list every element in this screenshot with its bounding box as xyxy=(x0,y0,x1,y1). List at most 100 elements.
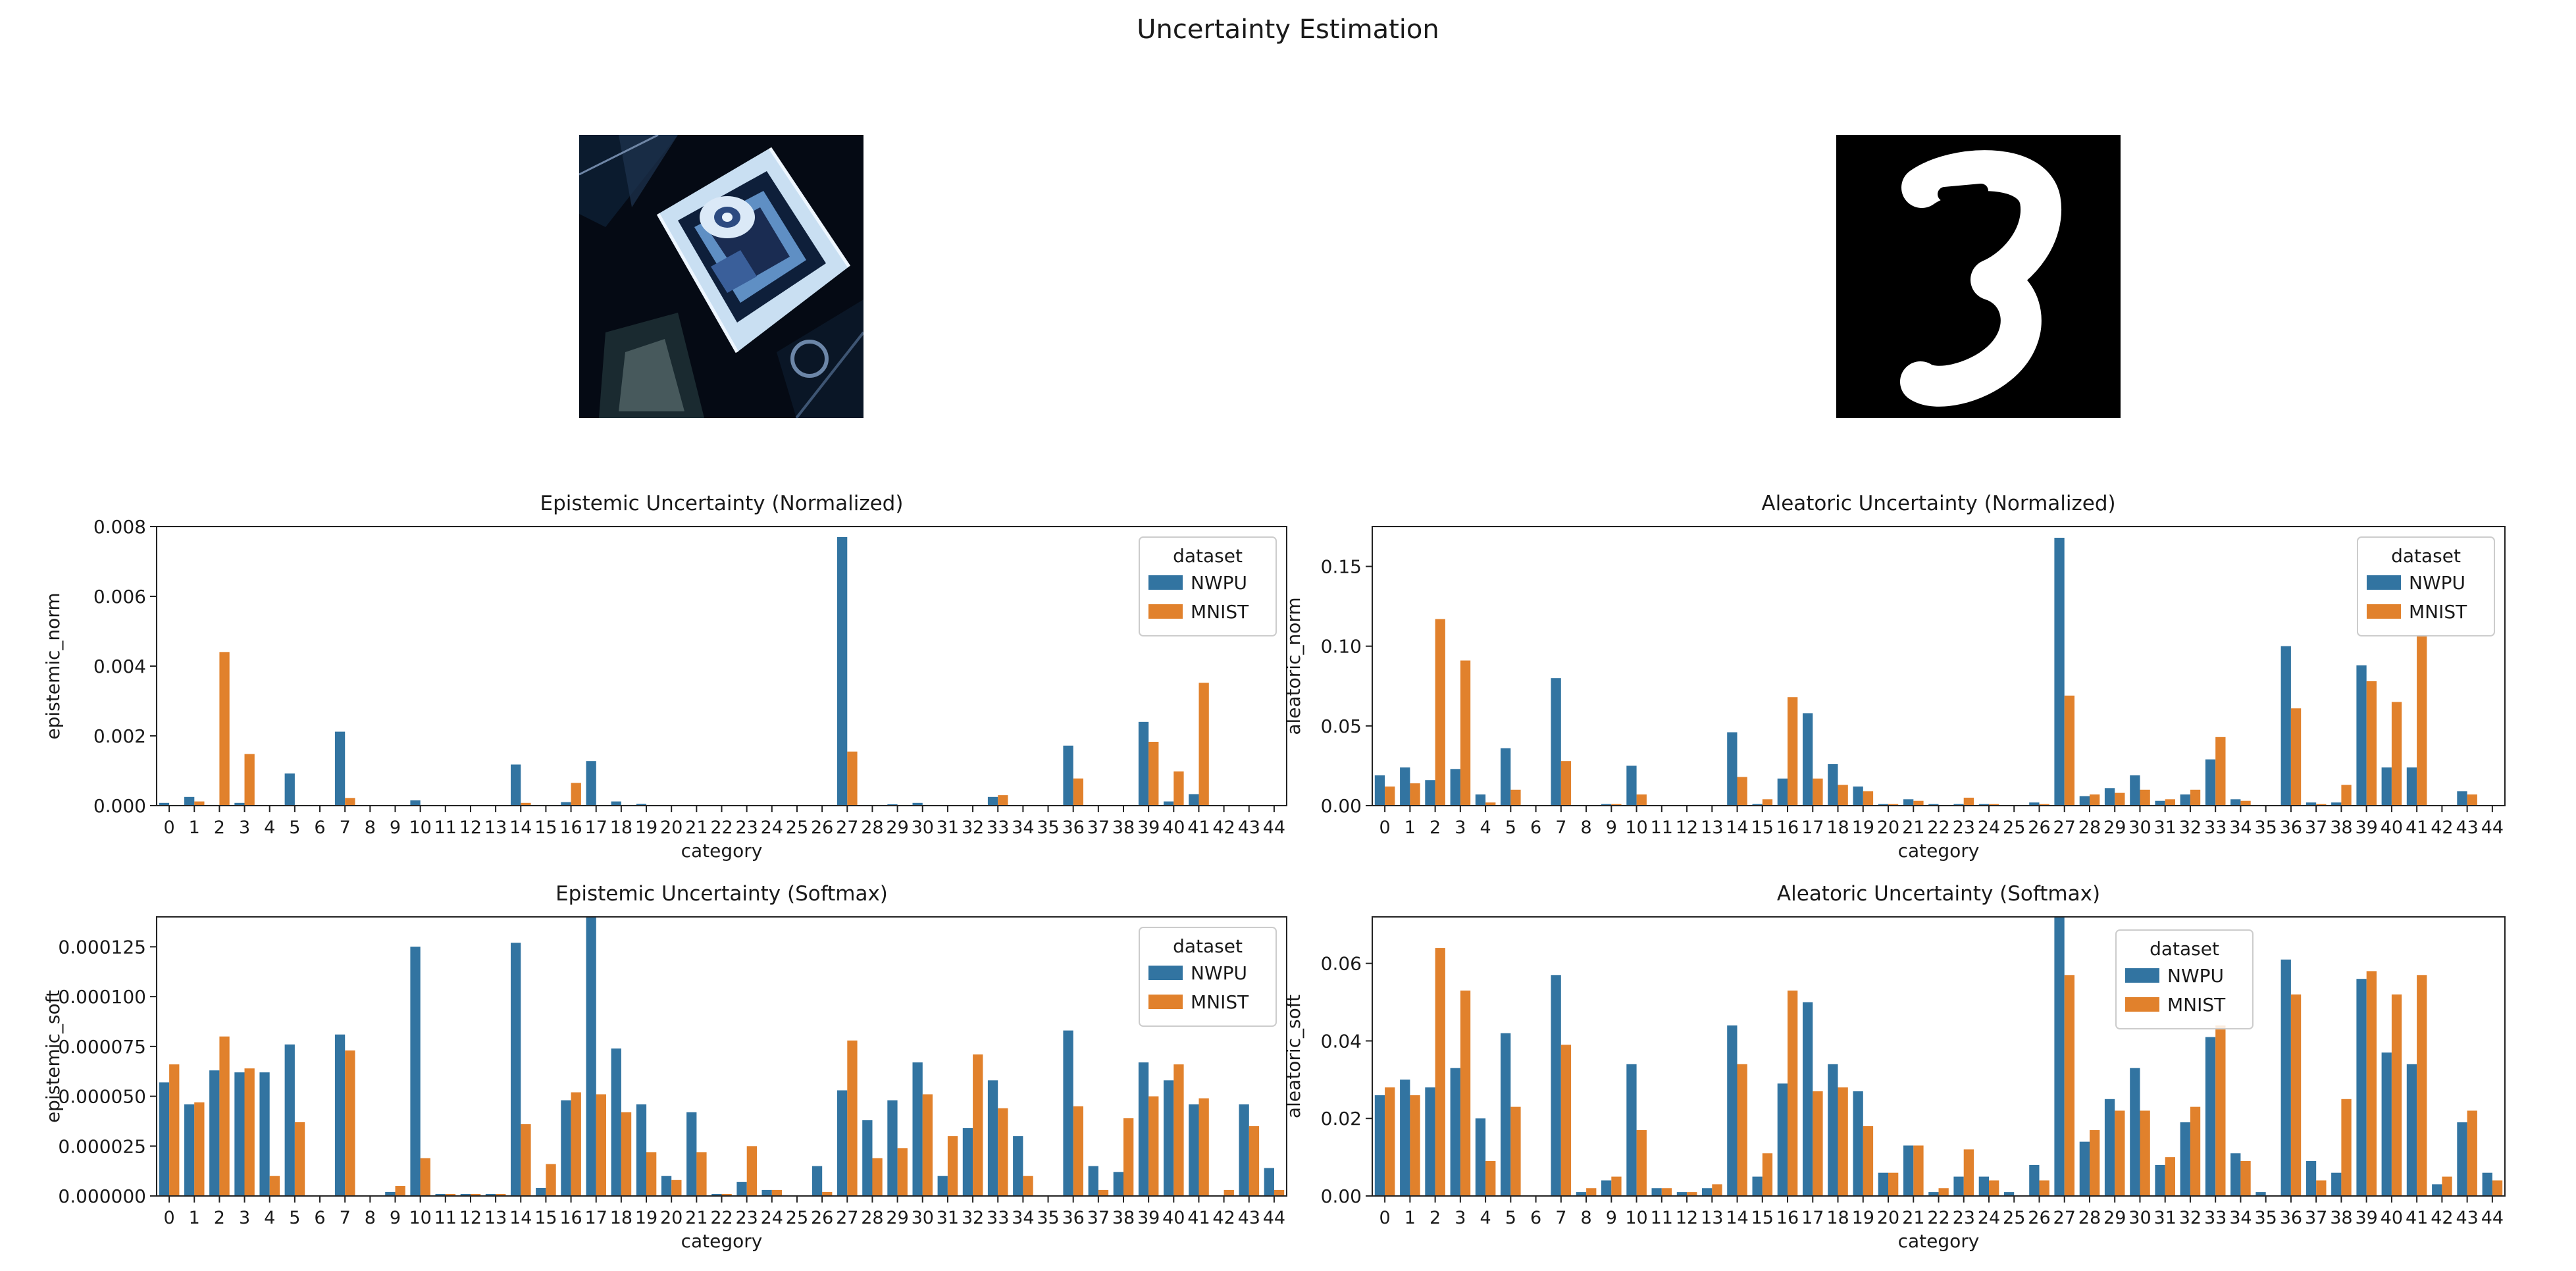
bar-nwpu xyxy=(2079,796,2090,806)
legend-swatch-nwpu xyxy=(1148,966,1183,980)
x-tick-label: 40 xyxy=(1162,1208,1185,1228)
x-tick-label: 23 xyxy=(1953,1208,1975,1228)
x-tick-label: 15 xyxy=(1751,1208,1774,1228)
bar-mnist xyxy=(1963,1149,1974,1196)
x-tick-label: 15 xyxy=(534,817,557,838)
bar-mnist xyxy=(646,1152,657,1196)
x-tick-label: 4 xyxy=(1480,817,1491,838)
bar-nwpu xyxy=(1601,804,1612,806)
legend-label-mnist: MNIST xyxy=(1191,601,1249,623)
bar-nwpu xyxy=(2406,767,2417,806)
bar-mnist xyxy=(1813,1091,1823,1196)
x-tick-label: 18 xyxy=(1826,817,1849,838)
bar-nwpu xyxy=(2104,1099,2115,1196)
bar-nwpu xyxy=(561,1100,571,1196)
bar-nwpu xyxy=(761,1189,772,1196)
bar-nwpu xyxy=(2180,1122,2190,1196)
bar-nwpu xyxy=(385,1191,396,1196)
bar-nwpu xyxy=(184,1104,195,1196)
bar-mnist xyxy=(1788,697,1798,806)
plot-frame xyxy=(1372,526,2506,806)
bar-mnist xyxy=(1888,1172,1899,1196)
x-tick-label: 19 xyxy=(1852,1208,1874,1228)
legend-label-mnist: MNIST xyxy=(1191,991,1249,1013)
bar-mnist xyxy=(2190,1106,2201,1196)
bar-nwpu xyxy=(1803,1002,1813,1196)
x-tick-label: 14 xyxy=(509,1208,532,1228)
bar-nwpu xyxy=(2155,1164,2165,1196)
bar-nwpu xyxy=(2029,1164,2040,1196)
bar-mnist xyxy=(1813,778,1823,806)
bar-mnist xyxy=(1485,1161,1496,1196)
bar-mnist xyxy=(2115,1110,2125,1196)
bar-mnist xyxy=(1938,1188,1949,1196)
bar-mnist xyxy=(1385,786,1395,806)
bar-nwpu xyxy=(1264,1168,1274,1196)
x-tick-label: 1 xyxy=(1404,817,1416,838)
x-tick-label: 13 xyxy=(1701,817,1723,838)
x-tick-label: 33 xyxy=(987,817,1009,838)
bar-mnist xyxy=(1888,804,1899,806)
legend-label-mnist: MNIST xyxy=(2167,994,2226,1016)
bar-mnist xyxy=(2165,1157,2175,1196)
bar-mnist xyxy=(1636,1129,1647,1196)
x-tick-label: 14 xyxy=(1726,1208,1748,1228)
x-tick-label: 24 xyxy=(1978,1208,2000,1228)
bar-nwpu xyxy=(1551,678,1561,806)
x-tick-label: 19 xyxy=(1852,817,1874,838)
plot-frame xyxy=(156,916,1287,1197)
x-tick-label: 12 xyxy=(459,817,482,838)
bar-mnist xyxy=(2366,971,2377,1196)
bar-mnist xyxy=(1560,761,1572,806)
bar-mnist xyxy=(1510,789,1521,806)
bar-mnist xyxy=(2090,1129,2100,1196)
y-tick-label: 0.004 xyxy=(93,656,146,677)
bar-nwpu xyxy=(1425,780,1435,806)
x-tick-label: 27 xyxy=(836,817,858,838)
x-tick-label: 37 xyxy=(2305,817,2327,838)
bar-nwpu xyxy=(561,802,571,806)
bar-mnist xyxy=(420,1158,430,1196)
chart-title: Epistemic Uncertainty (Normalized) xyxy=(540,492,904,515)
x-tick-label: 4 xyxy=(264,817,275,838)
x-tick-label: 16 xyxy=(559,817,582,838)
bar-mnist xyxy=(1913,800,1924,806)
x-tick-label: 17 xyxy=(585,1208,607,1228)
x-tick-label: 25 xyxy=(786,1208,808,1228)
x-tick-label: 43 xyxy=(1238,817,1260,838)
bar-nwpu xyxy=(1164,1080,1174,1196)
bar-mnist xyxy=(395,1185,405,1196)
y-tick-label: 0.000025 xyxy=(58,1135,146,1157)
x-tick-label: 0 xyxy=(163,1208,174,1228)
bar-nwpu xyxy=(1928,804,1939,806)
bar-nwpu xyxy=(2331,1172,2342,1196)
bar-nwpu xyxy=(2230,1153,2241,1196)
y-tick-label: 0.10 xyxy=(1321,636,1362,658)
bar-nwpu xyxy=(1928,1192,1939,1196)
legend-swatch-nwpu xyxy=(2367,575,2401,590)
bar-nwpu xyxy=(1450,769,1460,806)
x-tick-label: 29 xyxy=(2103,817,2126,838)
x-tick-label: 31 xyxy=(937,817,959,838)
bar-nwpu xyxy=(1828,1064,1838,1196)
bar-nwpu xyxy=(1752,1176,1763,1196)
bar-mnist xyxy=(2341,1099,2352,1196)
bar-nwpu xyxy=(2054,917,2065,1196)
x-tick-label: 9 xyxy=(1606,817,1617,838)
bar-mnist xyxy=(746,1146,757,1196)
figure-title: Uncertainty Estimation xyxy=(1137,14,1439,45)
x-tick-label: 42 xyxy=(2431,1208,2453,1228)
bar-mnist xyxy=(269,1176,280,1196)
x-tick-label: 20 xyxy=(660,817,683,838)
x-tick-label: 35 xyxy=(1037,817,1059,838)
bar-nwpu xyxy=(2406,1064,2417,1196)
bar-nwpu xyxy=(1189,794,1199,806)
x-tick-label: 22 xyxy=(710,817,733,838)
bar-nwpu xyxy=(1374,775,1385,806)
bar-mnist xyxy=(2190,789,2201,806)
x-tick-label: 3 xyxy=(239,1208,250,1228)
x-tick-label: 26 xyxy=(811,817,833,838)
bar-mnist xyxy=(872,1158,883,1196)
bar-nwpu xyxy=(2381,1052,2392,1196)
x-tick-label: 40 xyxy=(2381,817,2403,838)
